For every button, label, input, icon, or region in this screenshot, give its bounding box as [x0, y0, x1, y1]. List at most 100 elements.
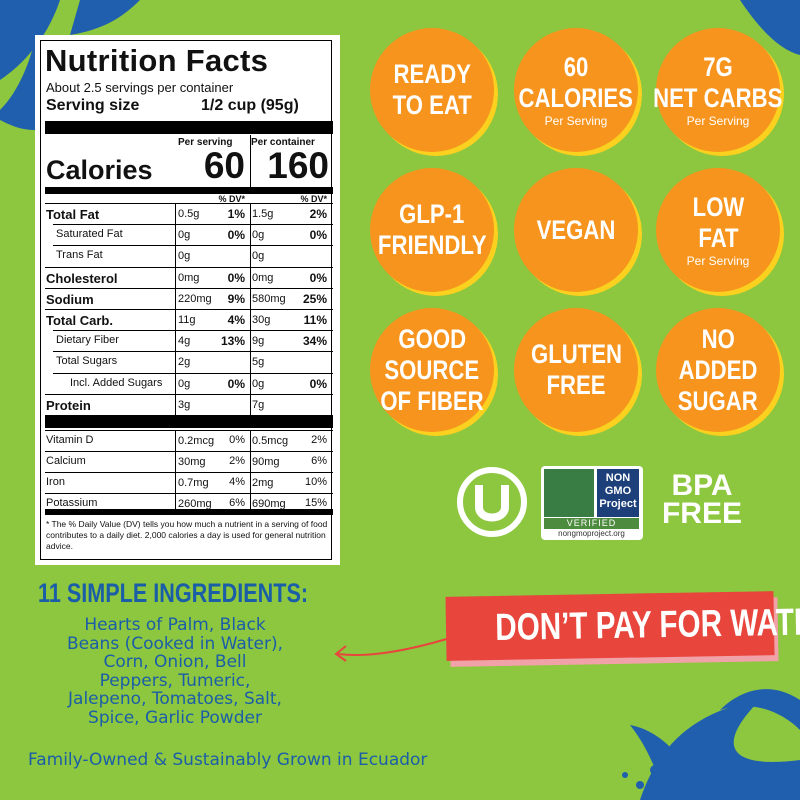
nf-serving-dv: 0% — [227, 270, 245, 285]
non-gmo-line: NON — [605, 472, 631, 484]
rule — [53, 351, 333, 353]
non-gmo-logo: NON GMO Project VERIFIED nongmoproject.org — [541, 466, 643, 540]
bpa-line: FREE — [661, 497, 742, 530]
column-line — [250, 472, 251, 493]
nf-container-amount: 1.5g — [252, 208, 274, 220]
column-line — [175, 351, 176, 373]
nf-container-amount: 5g — [252, 356, 265, 369]
nf-serving-amount: 0g — [178, 377, 191, 390]
column-line — [250, 372, 251, 394]
non-gmo-url: nongmoproject.org — [558, 529, 625, 538]
rule — [45, 187, 333, 194]
column-line — [175, 372, 176, 394]
nf-row-name: Incl. Added Sugars — [70, 376, 163, 389]
nf-serving-dv: 2% — [229, 455, 245, 467]
nf-row-name: Potassium — [46, 497, 98, 509]
nf-container-amount: 2mg — [252, 477, 274, 489]
column-line — [175, 309, 176, 331]
nf-container-dv: 0% — [309, 376, 327, 391]
nf-calories-container: 160 — [267, 145, 329, 186]
badge-line: 7G — [703, 52, 733, 82]
nf-container-amount: 7g — [252, 398, 265, 411]
rule — [53, 330, 333, 332]
nf-container-dv: 2% — [311, 434, 327, 446]
badge-line: CALORIES — [518, 83, 634, 113]
badge: 7G NET CARBS Per Serving — [653, 28, 783, 152]
rule — [53, 245, 333, 247]
rule — [53, 224, 333, 226]
nf-container-dv: 0% — [309, 270, 327, 285]
ingredient-line: Peppers, Tumeric, — [99, 670, 251, 691]
badge-line: SOURCE — [384, 354, 480, 385]
nf-container-dv: 6% — [311, 455, 327, 467]
rule — [45, 472, 333, 473]
nf-row-name: Protein — [46, 397, 91, 413]
nf-dv-container: % DV* — [300, 194, 327, 204]
nf-container-dv: 15% — [304, 497, 327, 509]
rule — [45, 393, 333, 395]
nf-serving-dv: 0% — [227, 376, 245, 391]
nf-serving-dv: 4% — [227, 313, 245, 327]
column-line — [175, 266, 176, 288]
badge-sub: Per Serving — [544, 114, 608, 128]
badge-line: 60 — [563, 52, 589, 82]
nf-serving-dv: 4% — [229, 476, 245, 488]
column-line — [175, 493, 176, 514]
nf-serving-size-value: 1/2 cup (95g) — [201, 97, 299, 114]
badge: GLUTEN FREE — [514, 308, 638, 432]
badge-line: TO EAT — [392, 90, 472, 120]
nf-serving-amount: 0g — [178, 229, 191, 242]
nutrition-label: Nutrition Facts About 2.5 servings per co… — [35, 35, 340, 565]
nf-serving-amount: 30mg — [178, 456, 206, 468]
nf-serving-dv: 1% — [227, 207, 245, 221]
badge-line: GOOD — [398, 323, 466, 354]
nf-serving-amount: 3g — [178, 398, 191, 411]
nf-row-name: Total Carb. — [46, 313, 113, 328]
column-line — [250, 451, 251, 472]
badge-line: NET CARBS — [653, 83, 783, 113]
badge-line: GLUTEN — [530, 339, 622, 369]
rule — [45, 121, 333, 134]
footer: Family-Owned & Sustainably Grown in Ecua… — [28, 750, 428, 770]
non-gmo-icon — [544, 469, 594, 517]
badge-sub: Per Serving — [686, 114, 750, 128]
nf-serving-size-label: Serving size — [46, 97, 140, 114]
nf-row-name: Cholesterol — [46, 270, 118, 286]
rule — [45, 451, 333, 452]
nf-serving-amount: 4g — [178, 335, 191, 348]
ingredient-line: Hearts of Palm, Black — [84, 615, 266, 635]
column-line — [250, 309, 251, 331]
nf-container-amount: 0.5mcg — [252, 435, 289, 447]
column-line — [175, 203, 176, 225]
rule — [45, 266, 333, 268]
rule — [45, 493, 333, 494]
column-line — [250, 135, 251, 193]
non-gmo-line: GMO — [604, 485, 632, 497]
nf-serving-amount: 0g — [178, 250, 191, 263]
nf-container-amount: 0g — [252, 250, 265, 263]
nf-serving-dv: 6% — [229, 497, 245, 509]
nf-serving-amount: 220mg — [178, 292, 212, 305]
badge-line: FREE — [546, 370, 606, 400]
nf-serving-amount: 0.2mcg — [178, 435, 215, 447]
column-line — [250, 287, 251, 309]
nf-row-name: Trans Fat — [56, 249, 103, 262]
rule — [45, 203, 333, 204]
rule — [45, 509, 333, 515]
column-line — [175, 472, 176, 493]
column-line — [250, 203, 251, 225]
rule — [45, 430, 333, 431]
arrow — [334, 637, 451, 662]
nf-serving-dv: 0% — [227, 228, 245, 243]
nf-row-name: Saturated Fat — [56, 228, 123, 241]
kosher-logo — [457, 467, 527, 537]
column-line — [175, 451, 176, 472]
badge: GOOD SOURCE OF FIBER — [370, 308, 494, 432]
rule — [45, 287, 333, 289]
badge-line: OF FIBER — [380, 385, 484, 416]
nf-container-dv: 11% — [303, 313, 327, 327]
nf-per-container: Per container — [251, 137, 315, 148]
column-line — [175, 430, 176, 451]
